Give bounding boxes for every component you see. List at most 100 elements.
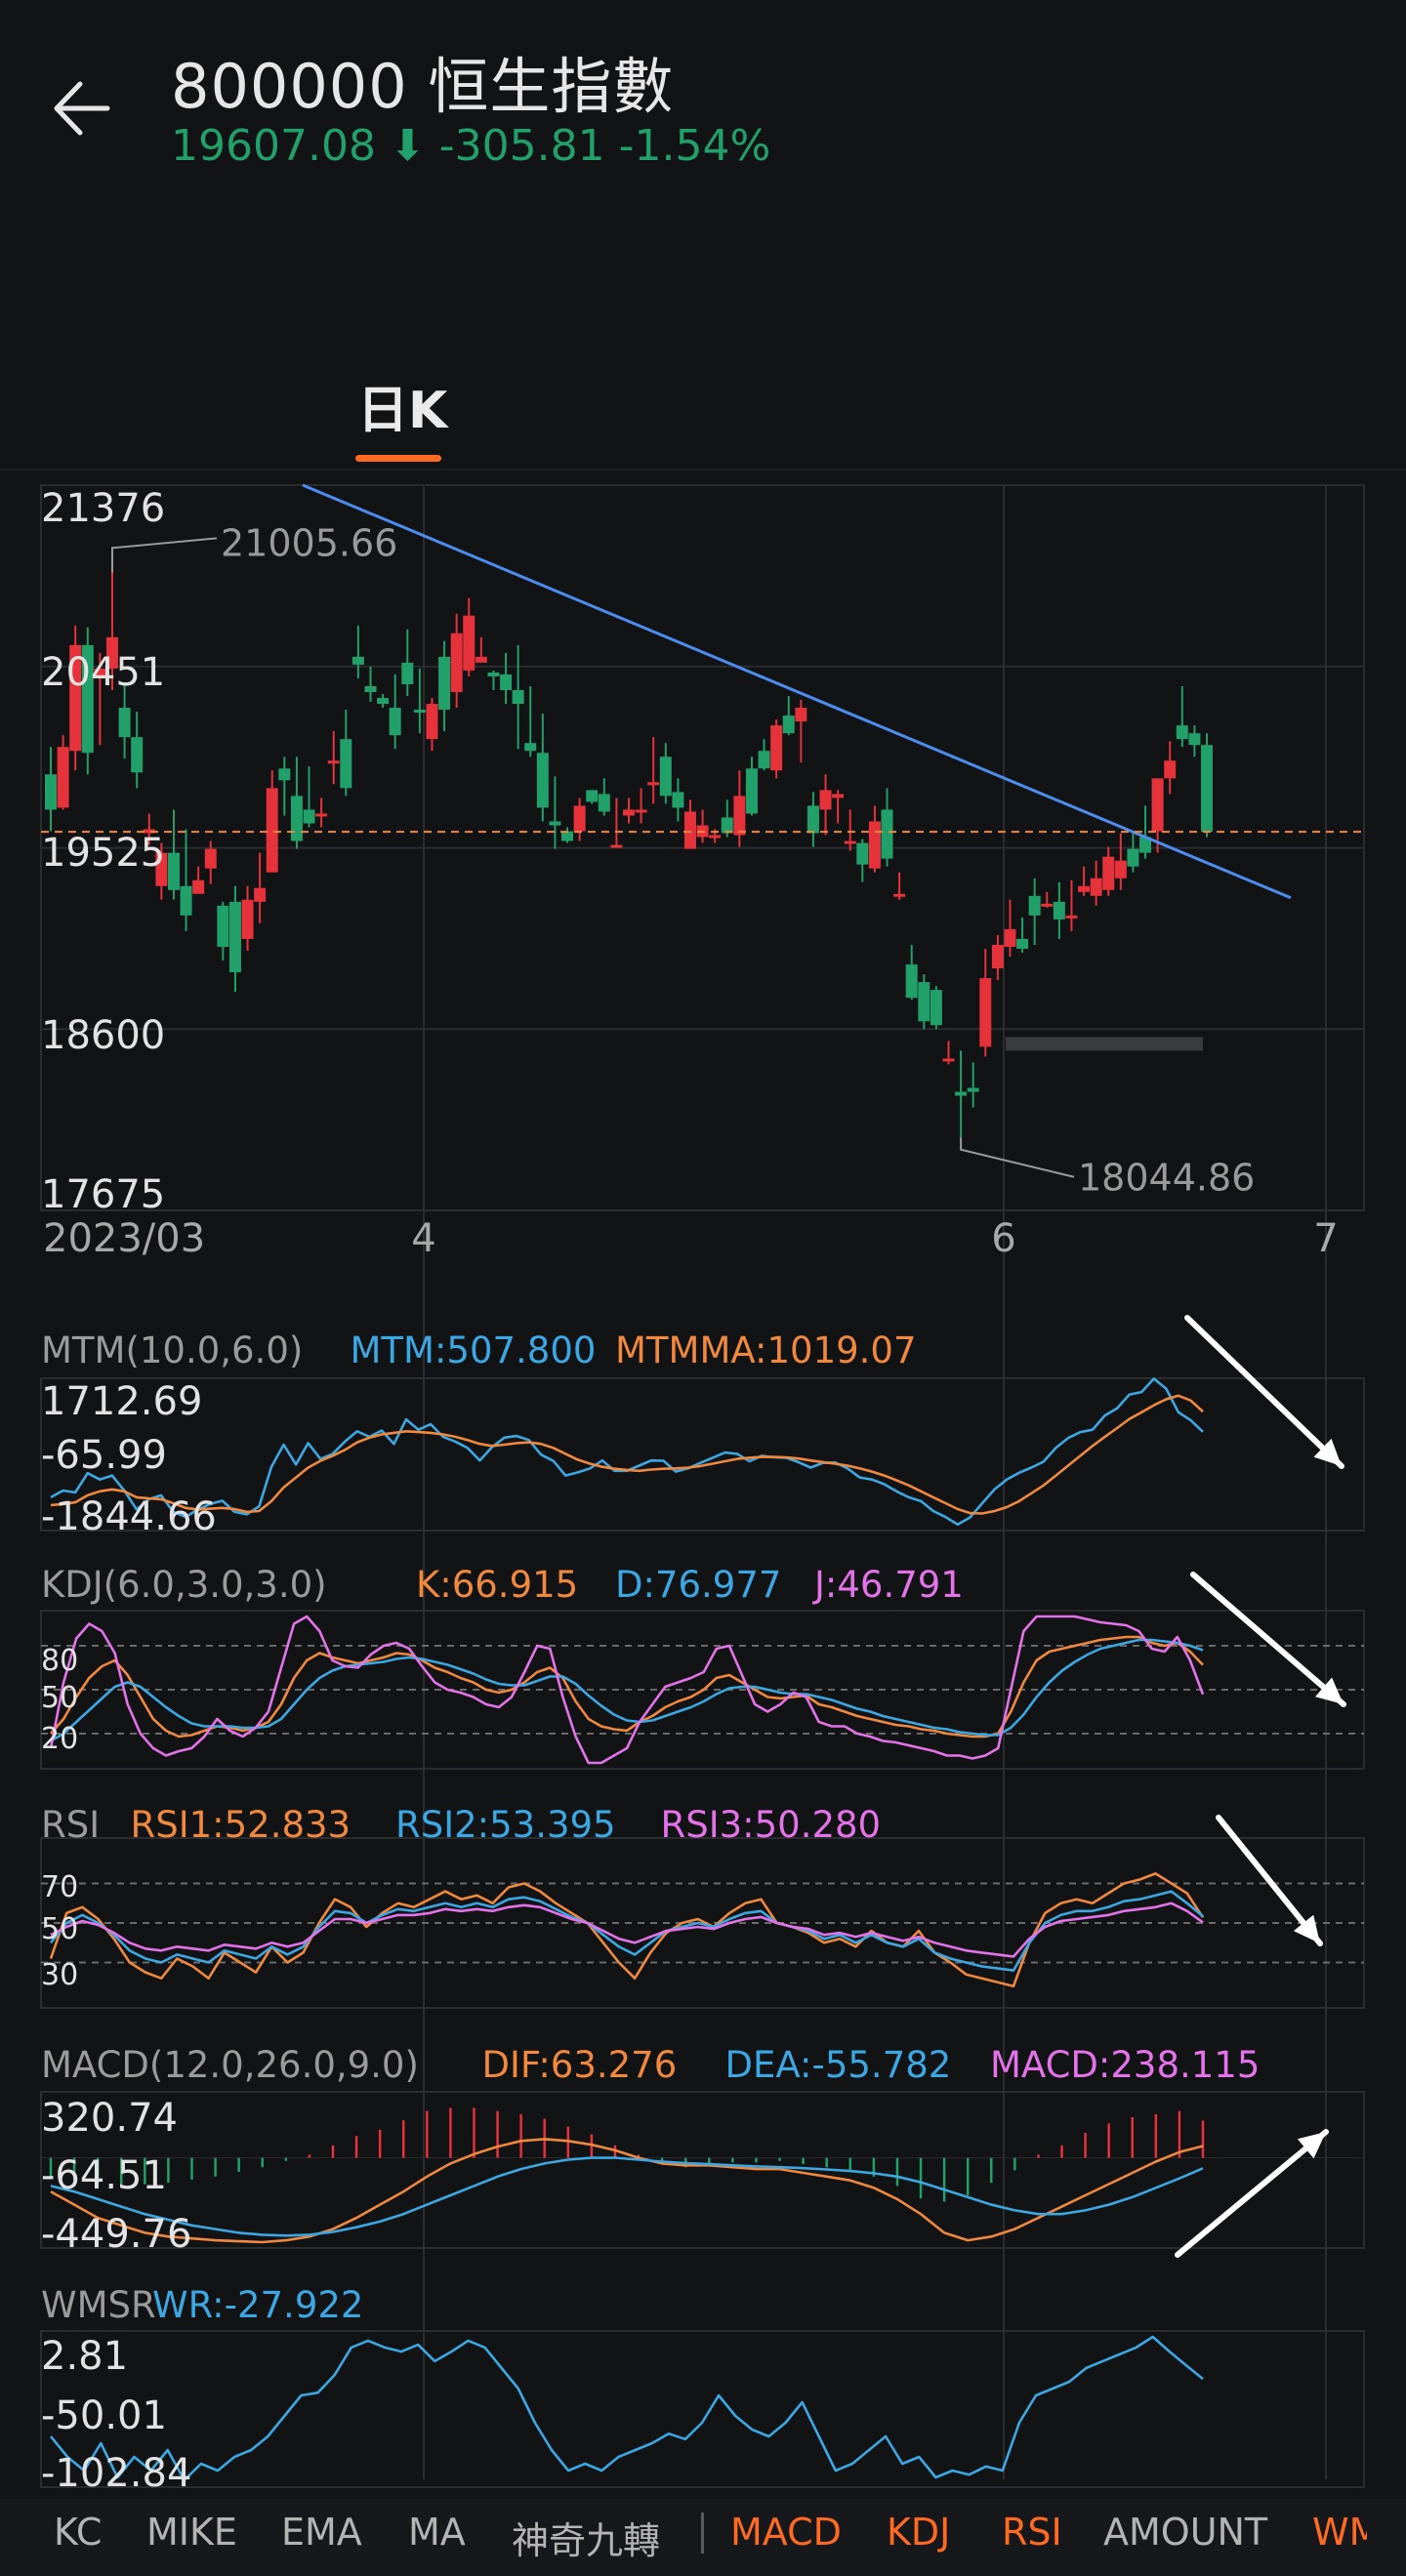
candle-body bbox=[561, 831, 574, 841]
price-axis-label: 17675 bbox=[41, 1172, 165, 1217]
indicator-axis-label: -1844.66 bbox=[41, 1494, 217, 1539]
candle-body bbox=[795, 708, 807, 722]
active-tab-indicator bbox=[355, 455, 441, 462]
candle-body bbox=[1102, 856, 1115, 890]
candle-body bbox=[683, 811, 696, 849]
support-zone bbox=[1006, 1037, 1203, 1051]
indicator-line bbox=[50, 2156, 1204, 2237]
indicator-value-label: DEA:-55.782 bbox=[725, 2044, 952, 2086]
candle-body bbox=[586, 790, 599, 802]
candle-body bbox=[1127, 848, 1139, 867]
candle-body bbox=[217, 905, 229, 947]
candle-body bbox=[868, 821, 881, 869]
candle-body bbox=[709, 835, 722, 838]
stock-chart[interactable]: 21005.66 18044.86 21376 20451 19525 18600 1767… bbox=[0, 469, 1406, 2499]
candle-body bbox=[45, 774, 57, 810]
indicator-tab-amount[interactable]: AMOUNT bbox=[1103, 2511, 1268, 2554]
indicator-value-label: J:46.791 bbox=[812, 1564, 964, 1606]
indicator-line bbox=[49, 1890, 1204, 1972]
indicator-axis-label: -449.76 bbox=[41, 2212, 191, 2257]
candle-body bbox=[143, 829, 155, 834]
indicator-axis-label: 320.74 bbox=[41, 2096, 178, 2141]
indicator-tab-神奇九轉[interactable]: 神奇九轉 bbox=[512, 2519, 661, 2562]
indicator-title: KDJ(6.0,3.0,3.0) bbox=[41, 1564, 327, 1606]
candle-body bbox=[918, 982, 930, 1022]
indicator-axis-label: 1712.69 bbox=[41, 1379, 202, 1424]
candle-body bbox=[290, 796, 303, 841]
candle-body bbox=[770, 725, 783, 771]
candle-body bbox=[806, 805, 819, 834]
candle-body bbox=[315, 813, 328, 817]
candle-body bbox=[1139, 837, 1152, 853]
price-change: -305.81 bbox=[438, 121, 605, 171]
indicator-tab-kdj[interactable]: KDJ bbox=[887, 2511, 951, 2554]
candle-body bbox=[254, 887, 267, 902]
indicator-value-label: K:66.915 bbox=[416, 1564, 578, 1606]
candle-body bbox=[1065, 915, 1078, 919]
annotation-arrow bbox=[1175, 2129, 1329, 2258]
indicator-value-label: D:76.977 bbox=[615, 1564, 781, 1606]
indicator-axis-label: 50 bbox=[41, 1681, 78, 1715]
indicator-tab-ma[interactable]: MA bbox=[408, 2511, 466, 2554]
indicator-title: MACD(12.0,26.0,9.0) bbox=[41, 2044, 419, 2086]
indicator-title: WMSR bbox=[41, 2284, 156, 2326]
candle-body bbox=[180, 885, 192, 916]
indicator-tab-rsi[interactable]: RSI bbox=[1002, 2511, 1062, 2554]
candle-body bbox=[450, 633, 463, 692]
candle-body bbox=[573, 805, 586, 832]
high-annotation-leader bbox=[110, 537, 218, 573]
high-annotation: 21005.66 bbox=[221, 521, 397, 564]
candle-body bbox=[352, 656, 364, 665]
candle-body bbox=[69, 644, 82, 752]
indicator-line bbox=[50, 1394, 1204, 1515]
candle-body bbox=[1078, 885, 1091, 892]
candle-body bbox=[118, 708, 131, 738]
candle-body bbox=[758, 751, 770, 769]
candle-body bbox=[819, 790, 832, 810]
candle-body bbox=[1176, 725, 1188, 740]
candle-body bbox=[241, 899, 254, 939]
candle-body bbox=[856, 842, 869, 865]
candle-body bbox=[1201, 745, 1213, 833]
candle-body bbox=[192, 879, 205, 894]
candle-body bbox=[131, 737, 144, 773]
annotation-arrow bbox=[1216, 1815, 1323, 1946]
indicator-tab-mike[interactable]: MIKE bbox=[146, 2511, 237, 2554]
indicator-axis-label: -64.51 bbox=[41, 2153, 167, 2198]
indicator-tab-kc[interactable]: KC bbox=[54, 2511, 103, 2554]
candle-body bbox=[598, 794, 610, 812]
indicator-line bbox=[50, 1377, 1204, 1527]
indicator-tab-macd[interactable]: MACD bbox=[730, 2511, 842, 2554]
back-arrow-icon[interactable] bbox=[49, 74, 127, 143]
candle-body bbox=[94, 668, 106, 678]
candle-body bbox=[635, 809, 647, 813]
candle-body bbox=[782, 716, 795, 734]
candle-body bbox=[659, 756, 672, 797]
tab-daily-k[interactable]: 日K bbox=[357, 382, 448, 440]
candle-body bbox=[327, 760, 340, 764]
candle-body bbox=[167, 852, 180, 890]
indicator-value-label: RSI3:50.280 bbox=[661, 1804, 882, 1846]
price-change-percent: -1.54% bbox=[618, 121, 771, 171]
candle-body bbox=[745, 768, 758, 814]
candle-body bbox=[228, 901, 241, 973]
candle-body bbox=[1041, 903, 1054, 907]
indicator-value-label: RSI1:52.833 bbox=[131, 1804, 352, 1846]
candle-body bbox=[1151, 778, 1164, 832]
candle-body bbox=[1090, 878, 1102, 896]
candle-body bbox=[57, 747, 69, 808]
candle-body bbox=[389, 708, 401, 736]
date-axis-label: 7 bbox=[1313, 1216, 1338, 1261]
indicator-tab-wm[interactable]: WM bbox=[1312, 2511, 1367, 2554]
candle-body bbox=[930, 990, 942, 1026]
candle-body bbox=[524, 743, 537, 752]
candle-body bbox=[1164, 760, 1177, 779]
candle-body bbox=[81, 644, 94, 754]
candle-body bbox=[487, 672, 500, 676]
candle-body bbox=[1053, 901, 1065, 920]
candle-body bbox=[955, 1091, 968, 1096]
price-quote: 19607.08 ⬇ -305.81 -1.54% bbox=[171, 121, 770, 171]
indicator-axis-label: 50 bbox=[41, 1912, 78, 1946]
indicator-tab-ema[interactable]: EMA bbox=[281, 2511, 362, 2554]
down-arrow-icon: ⬇ bbox=[375, 121, 439, 171]
